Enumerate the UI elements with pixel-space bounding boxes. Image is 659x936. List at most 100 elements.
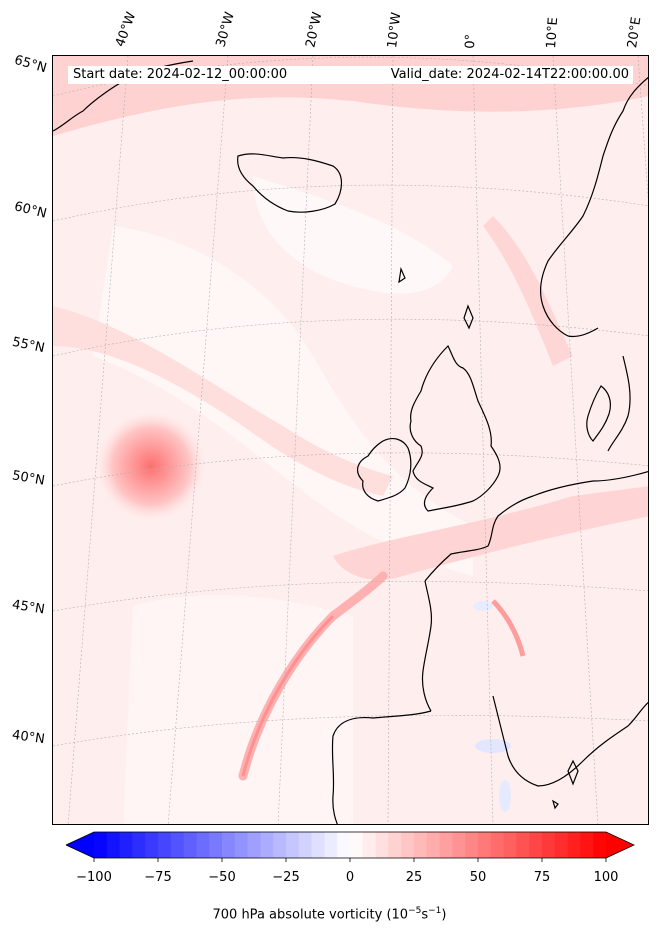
- iceland-coast: [237, 153, 343, 213]
- field-light-area: [253, 176, 453, 294]
- colorbar-segment: [337, 832, 351, 858]
- lon-label-20e: 20°E: [625, 15, 645, 49]
- colorbar-segment: [388, 832, 402, 858]
- colorbar-segment: [222, 832, 236, 858]
- colorbar-segment: [414, 832, 428, 858]
- frontal-streak-core: [241, 614, 335, 777]
- colorbar-segment: [478, 832, 492, 858]
- colorbar-segment: [529, 832, 543, 858]
- colorbar-tick-label: 0: [345, 870, 355, 885]
- colorbar-label-suffix: ): [441, 907, 447, 923]
- lon-label-30w: 30°W: [213, 10, 238, 50]
- colorbar-label-prefix: 700 hPa absolute vorticity (10: [212, 907, 409, 923]
- ireland-coast: [356, 438, 412, 502]
- colorbar: [66, 831, 635, 862]
- lat-label-60n: 60°N: [12, 199, 49, 222]
- colorbar-over-arrow: [606, 832, 634, 858]
- colorbar-segment: [542, 832, 556, 858]
- colorbar-segment: [158, 832, 172, 858]
- colorbar-tick-label: 75: [533, 870, 551, 885]
- lat-label-40n: 40°N: [11, 727, 46, 748]
- denmark-coast: [586, 385, 612, 442]
- colorbar-segment: [145, 832, 159, 858]
- lat-label-45n: 45°N: [11, 597, 46, 618]
- colorbar-label-exp2: −1: [428, 906, 442, 916]
- colorbar-segment: [503, 832, 517, 858]
- colorbar-segment: [554, 832, 569, 858]
- lon-label-10w: 10°W: [385, 11, 405, 50]
- colorbar-tick-label: −100: [76, 870, 112, 885]
- lat-label-55n: 55°N: [10, 334, 46, 357]
- colorbar-segment: [580, 832, 594, 858]
- norway-coast: [539, 76, 648, 338]
- colorbar-tick-label: 100: [593, 870, 619, 885]
- valid-date: Valid_date: 2024-02-14T22:00:00.00: [390, 67, 629, 82]
- colorbar-segment: [298, 832, 313, 858]
- colorbar-segment: [234, 832, 249, 858]
- lon-label-0: 0°: [463, 33, 479, 49]
- island-coast: [552, 799, 559, 810]
- shetland-coast: [463, 304, 474, 330]
- colorbar-segment: [247, 832, 261, 858]
- colorbar-segment: [119, 832, 133, 858]
- colorbar-segment: [196, 832, 210, 858]
- field-band-front: [333, 486, 648, 580]
- lat-label-50n: 50°N: [10, 468, 46, 489]
- colorbar-label-exp1: −5: [408, 906, 422, 916]
- negative-vorticity-spot: [499, 780, 511, 812]
- colorbar-tick-label: −50: [208, 870, 236, 885]
- colorbar-segment: [401, 832, 415, 858]
- colorbar-label: 700 hPa absolute vorticity (10−5s−1): [0, 906, 659, 922]
- cyclone-vorticity-max: [96, 411, 206, 521]
- colorbar-segment: [183, 832, 197, 858]
- start-date: Start date: 2024-02-12_00:00:00: [73, 67, 288, 82]
- field-band: [53, 306, 393, 496]
- colorbar-segment: [375, 832, 389, 858]
- colorbar-segment: [362, 832, 377, 858]
- lon-label-20w: 20°W: [303, 10, 326, 49]
- faroe-coast: [398, 266, 406, 284]
- colorbar-segment: [311, 832, 325, 858]
- lat-label-65n: 65°N: [12, 52, 49, 77]
- colorbar-segment: [350, 832, 364, 858]
- colorbar-segments: [94, 832, 607, 858]
- negative-vorticity-spot: [473, 601, 493, 611]
- colorbar-segment: [465, 832, 479, 858]
- colorbar-tick-label: 50: [469, 870, 487, 885]
- colorbar-segment: [516, 832, 530, 858]
- colorbar-label-mid: s: [421, 907, 429, 923]
- field-band: [483, 216, 573, 366]
- biscay-coast: [421, 580, 433, 712]
- colorbar-segment: [567, 832, 581, 858]
- mediterranean-coast: [492, 695, 648, 787]
- colorbar-tick-label: −25: [272, 870, 300, 885]
- negative-vorticity-spot: [475, 739, 511, 753]
- vorticity-streak: [491, 599, 526, 657]
- colorbar-segment: [452, 832, 466, 858]
- colorbar-tick-label: 25: [405, 870, 423, 885]
- date-info-box: Start date: 2024-02-12_00:00:00 Valid_da…: [68, 66, 633, 84]
- colorbar-segment: [439, 832, 453, 858]
- colorbar-under-arrow: [66, 832, 94, 858]
- island-coast: [567, 759, 579, 786]
- colorbar-segment: [593, 832, 607, 858]
- colorbar-segment: [273, 832, 287, 858]
- colorbar-segment: [286, 832, 300, 858]
- lon-label-10e: 10°E: [544, 16, 562, 49]
- graticule: [53, 56, 648, 824]
- colorbar-segment: [170, 832, 185, 858]
- colorbar-segment: [94, 832, 108, 858]
- vorticity-map: [53, 56, 648, 824]
- colorbar-segment: [106, 832, 121, 858]
- colorbar-tick-label: −75: [144, 870, 172, 885]
- colorbar-segment: [209, 832, 223, 858]
- map-panel: [52, 55, 649, 825]
- colorbar-segment: [260, 832, 274, 858]
- iberia-coast: [331, 710, 432, 824]
- continental-coast: [424, 470, 648, 582]
- colorbar-ticks: [93, 858, 607, 862]
- colorbar-segment: [426, 832, 441, 858]
- sweden-coast: [607, 355, 631, 452]
- lon-label-40w: 40°W: [112, 10, 140, 49]
- colorbar-segment: [490, 832, 505, 858]
